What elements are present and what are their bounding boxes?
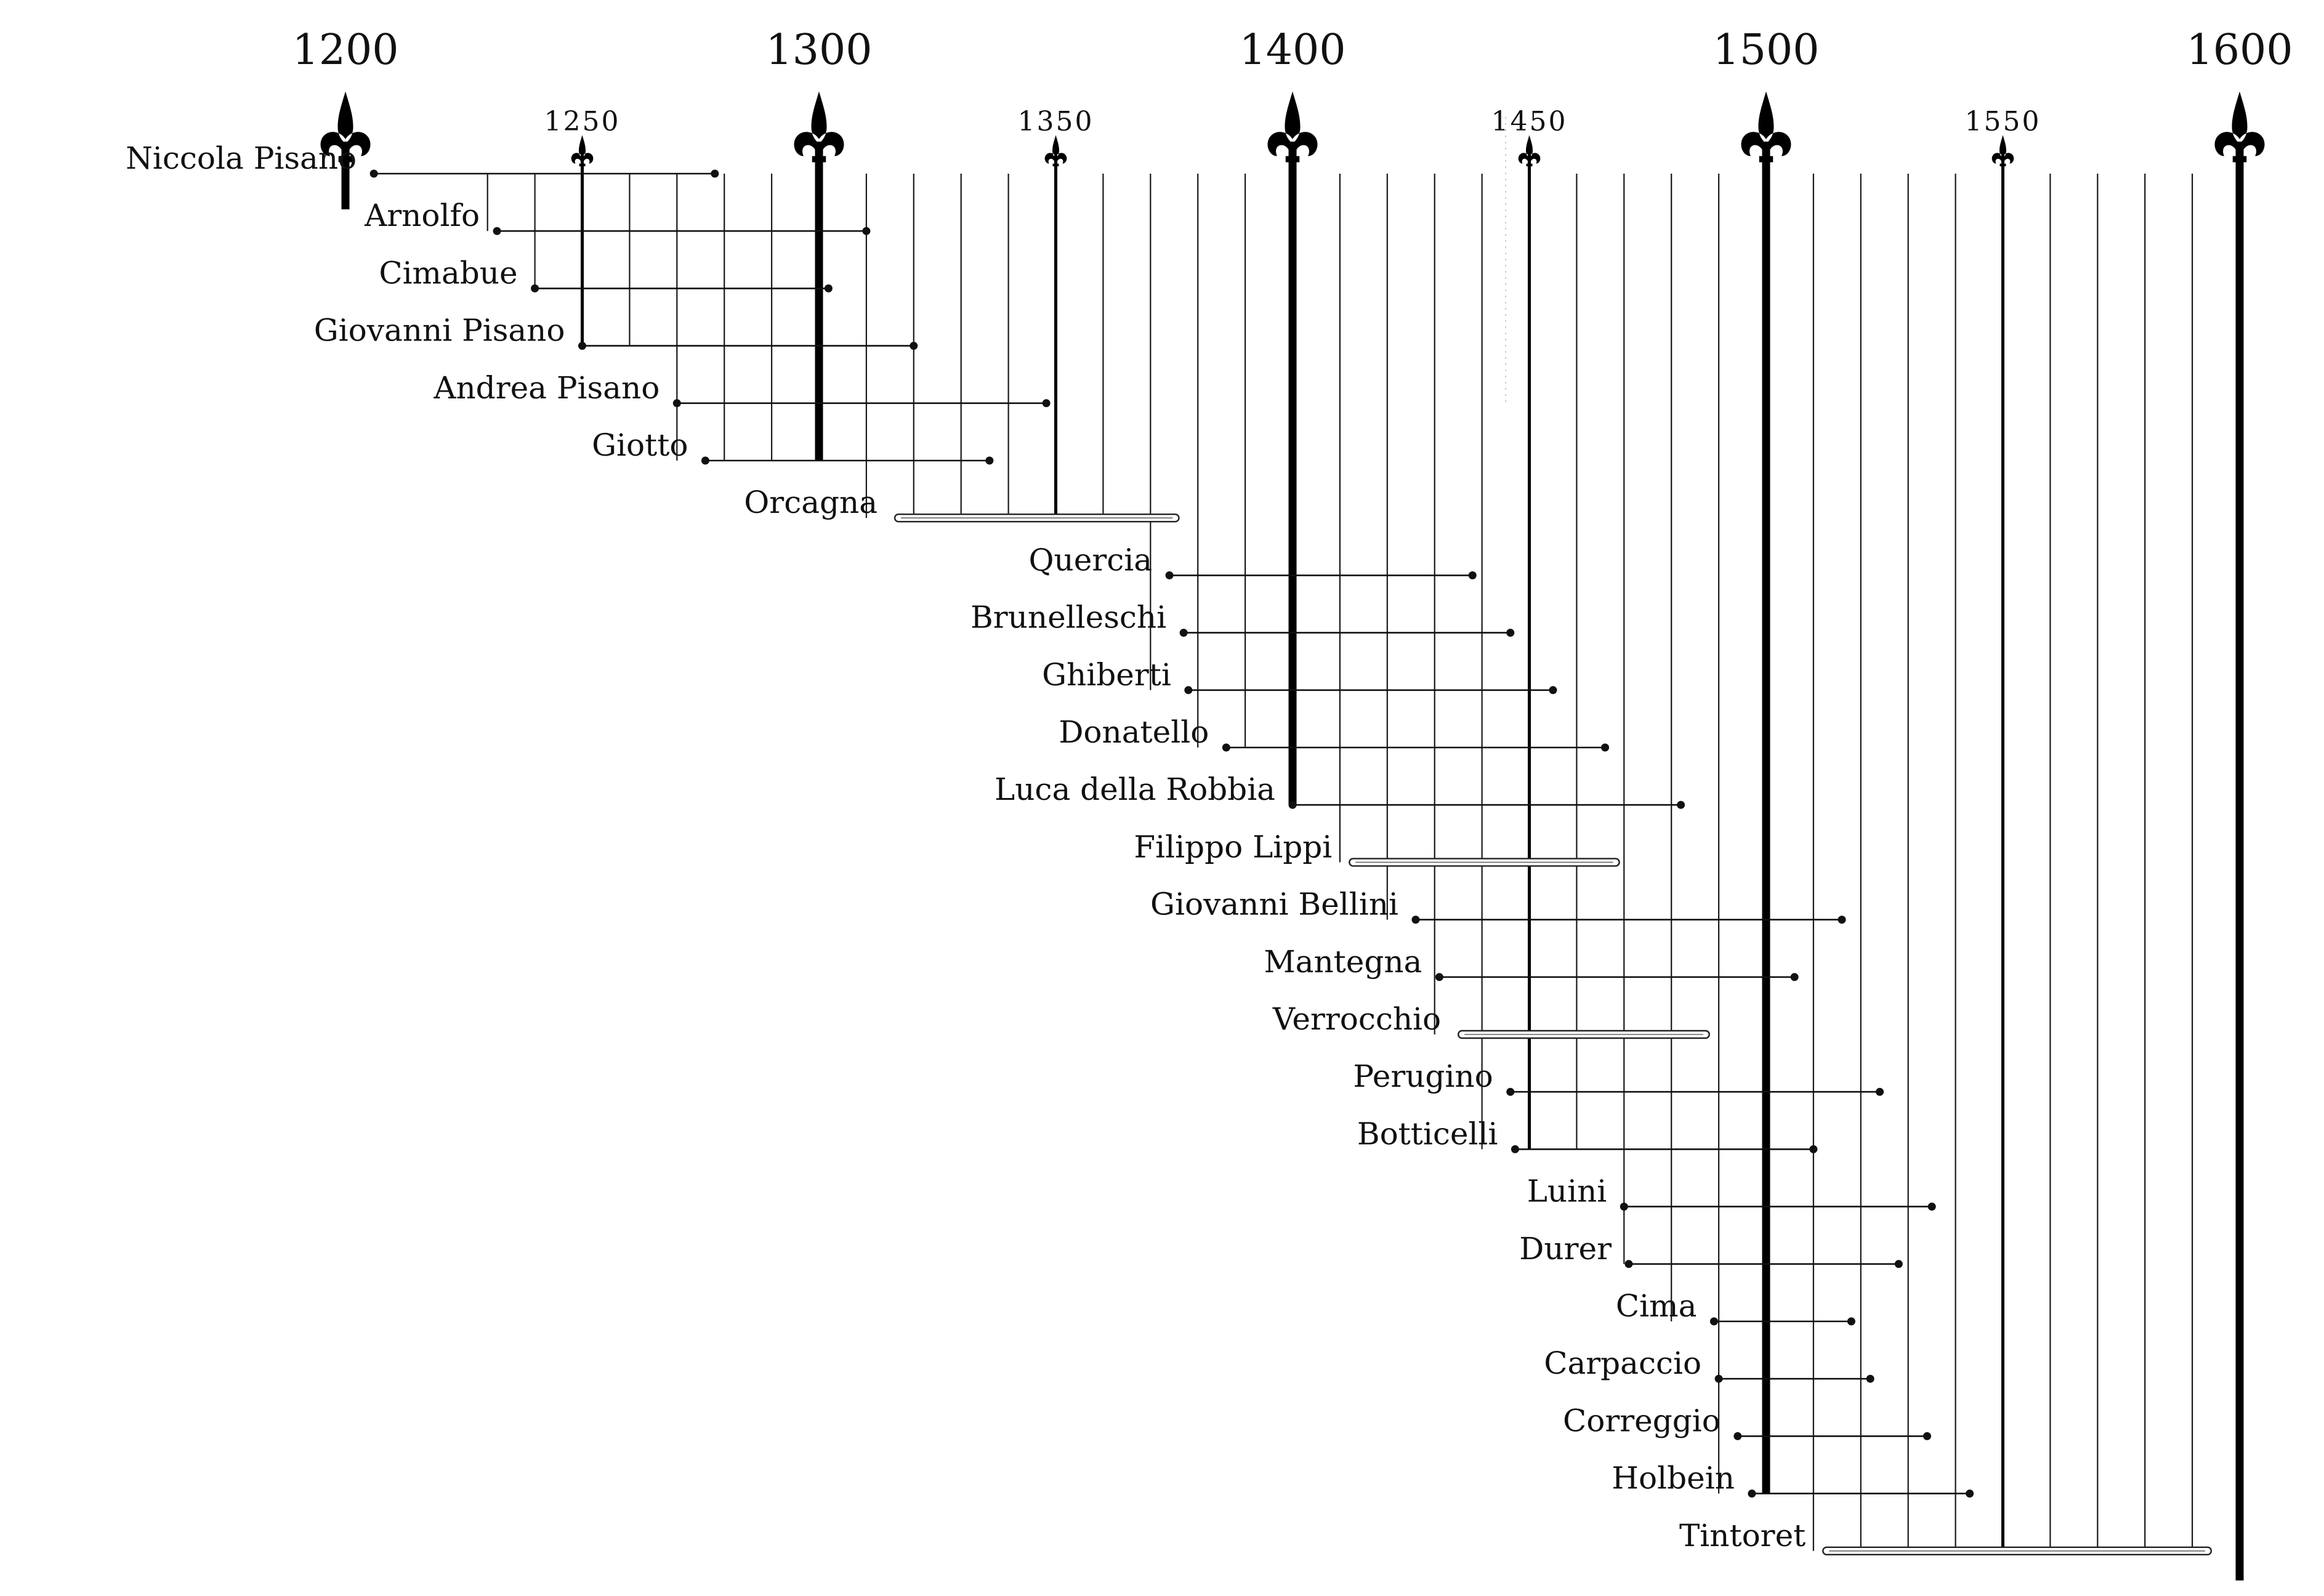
artist-label-luca-della-robbia: Luca della Robbia xyxy=(995,772,1275,807)
artist-label-quercia: Quercia xyxy=(1029,542,1153,578)
birth-dot xyxy=(1511,1145,1519,1153)
axis-label-1350: 1350 xyxy=(1018,106,1094,137)
artist-label-giotto: Giotto xyxy=(592,427,688,463)
birth-dot xyxy=(369,169,378,178)
death-dot xyxy=(862,227,871,235)
axis-label-1300: 1300 xyxy=(765,26,872,75)
artist-lifespans xyxy=(369,169,2213,1556)
axis-label-1450: 1450 xyxy=(1491,106,1568,137)
artist-label-giovanni-pisano: Giovanni Pisano xyxy=(314,313,565,349)
axis-label-1200: 1200 xyxy=(292,26,398,75)
death-dot xyxy=(985,456,994,465)
death-dot xyxy=(1966,1489,1974,1498)
axis-label-1500: 1500 xyxy=(1713,26,1819,75)
death-dot xyxy=(711,169,719,178)
death-dot xyxy=(1549,686,1557,695)
birth-dot xyxy=(1222,743,1230,752)
death-dot xyxy=(1847,1317,1855,1326)
death-dot xyxy=(824,284,833,292)
finial-icon xyxy=(571,135,594,167)
birth-dot xyxy=(1179,629,1188,637)
birth-dot xyxy=(1748,1489,1756,1498)
death-dot xyxy=(1790,973,1799,981)
axis-label-1600: 1600 xyxy=(2186,26,2293,75)
artist-label-botticelli: Botticelli xyxy=(1357,1116,1498,1151)
death-dot xyxy=(1601,743,1610,752)
birth-dot xyxy=(1709,1317,1718,1326)
death-dot xyxy=(1866,1374,1874,1383)
fleur-de-lis-icon xyxy=(320,91,371,163)
birth-dot xyxy=(1620,1203,1628,1211)
birth-dot xyxy=(1184,686,1193,695)
artist-label-andrea-pisano: Andrea Pisano xyxy=(433,370,660,406)
fleur-de-lis-icon xyxy=(1741,91,1791,163)
birth-dot xyxy=(531,284,539,292)
artist-label-tintoret: Tintoret xyxy=(1679,1518,1806,1554)
artist-label-donatello: Donatello xyxy=(1059,714,1209,750)
death-dot xyxy=(1894,1260,1903,1268)
artist-label-niccola-pisano: Niccola Pisano xyxy=(126,140,357,176)
death-dot xyxy=(1677,800,1685,809)
artist-label-orcagna: Orcagna xyxy=(744,485,878,520)
birth-dot xyxy=(1506,1087,1515,1096)
axis-label-1250: 1250 xyxy=(544,106,621,137)
artist-label-brunelleschi: Brunelleschi xyxy=(970,600,1166,635)
artist-label-luini: Luini xyxy=(1527,1174,1607,1209)
death-dot xyxy=(1468,571,1477,579)
artist-label-perugino: Perugino xyxy=(1353,1058,1493,1094)
finial-icon xyxy=(1991,135,2014,167)
artist-label-cimabue: Cimabue xyxy=(379,255,517,291)
death-dot xyxy=(1809,1145,1818,1153)
birth-dot xyxy=(1624,1260,1633,1268)
artist-label-carpaccio: Carpaccio xyxy=(1544,1345,1701,1381)
artist-label-ghiberti: Ghiberti xyxy=(1042,657,1171,693)
death-dot xyxy=(1923,1432,1931,1440)
birth-dot xyxy=(578,342,586,350)
finial-icon xyxy=(1518,135,1541,167)
birth-dot xyxy=(701,456,709,465)
death-dot xyxy=(1876,1087,1884,1096)
birth-dot xyxy=(1714,1374,1723,1383)
birth-dot xyxy=(1435,973,1443,981)
year-axis: 1200 1300 1400 1500 1600 1250 1350 1450 1550 xyxy=(292,26,2293,137)
death-dot xyxy=(1506,629,1515,637)
century-shafts xyxy=(320,91,2265,1581)
death-dot xyxy=(1838,916,1846,924)
artist-label-arnolfo: Arnolfo xyxy=(364,198,480,233)
fleur-de-lis-icon xyxy=(2214,91,2265,163)
artist-label-cima: Cima xyxy=(1616,1288,1697,1324)
artist-label-correggio: Correggio xyxy=(1563,1403,1721,1438)
birth-dot xyxy=(1165,571,1174,579)
artist-label-holbein: Holbein xyxy=(1612,1461,1735,1496)
fleur-de-lis-icon xyxy=(794,91,844,163)
artist-label-durer: Durer xyxy=(1519,1231,1612,1267)
artist-label-giovanni-bellini: Giovanni Bellini xyxy=(1150,887,1398,922)
artist-label-filippo-lippi: Filippo Lippi xyxy=(1134,829,1332,864)
axis-label-1400: 1400 xyxy=(1239,26,1346,75)
birth-dot xyxy=(1411,916,1420,924)
death-dot xyxy=(1927,1203,1936,1211)
artist-label-verrocchio: Verrocchio xyxy=(1272,1001,1441,1037)
artist-label-mantegna: Mantegna xyxy=(1264,944,1422,980)
birth-dot xyxy=(493,227,501,235)
birth-dot xyxy=(1288,800,1297,809)
death-dot xyxy=(910,342,918,350)
birth-dot xyxy=(1733,1432,1742,1440)
finial-icon xyxy=(1044,135,1067,167)
axis-label-1550: 1550 xyxy=(1965,106,2041,137)
birth-dot xyxy=(672,399,681,408)
fleur-de-lis-icon xyxy=(1267,91,1318,163)
death-dot xyxy=(1042,399,1051,408)
